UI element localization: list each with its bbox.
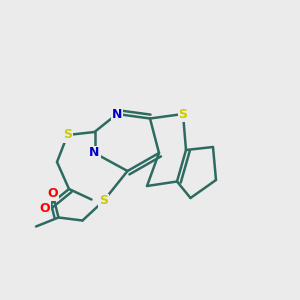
Text: S: S bbox=[63, 128, 72, 142]
Text: O: O bbox=[47, 187, 58, 200]
Text: S: S bbox=[178, 107, 188, 121]
Text: S: S bbox=[99, 194, 108, 208]
Text: N: N bbox=[89, 146, 100, 160]
Text: O: O bbox=[40, 202, 50, 215]
Text: N: N bbox=[112, 107, 122, 121]
